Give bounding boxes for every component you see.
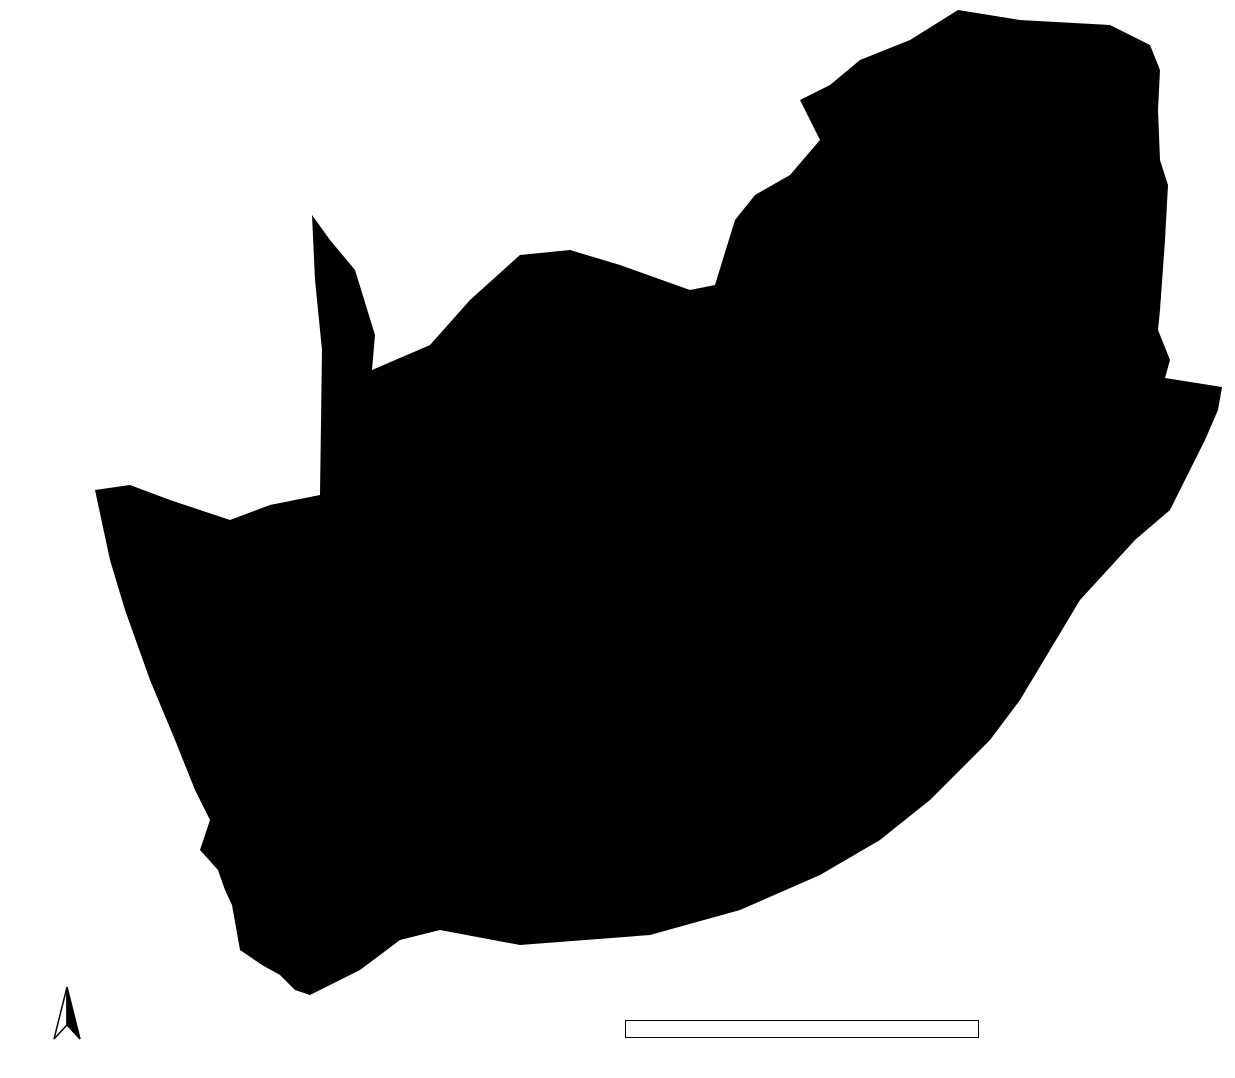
legend-swatch [52,70,100,92]
legend-swatch [52,277,100,299]
legend-item [52,167,110,201]
lesotho-hole [808,508,970,670]
north-arrow-icon [53,986,81,1040]
country-outline [95,10,1222,995]
legend-item [52,270,110,304]
map-legend [52,52,110,305]
scale-bar [625,990,1105,1050]
legend-items [52,64,110,305]
legend-item [52,202,110,236]
legend-swatch [52,242,100,264]
legend-item [52,133,110,167]
legend-swatch [52,139,100,161]
legend-item [52,98,110,132]
legend-swatch [52,173,100,195]
legend-item [52,64,110,98]
legend-swatch [52,105,100,127]
legend-swatch [52,208,100,230]
scale-bar-box [625,1020,979,1038]
north-arrow [50,985,84,1045]
legend-item [52,236,110,270]
